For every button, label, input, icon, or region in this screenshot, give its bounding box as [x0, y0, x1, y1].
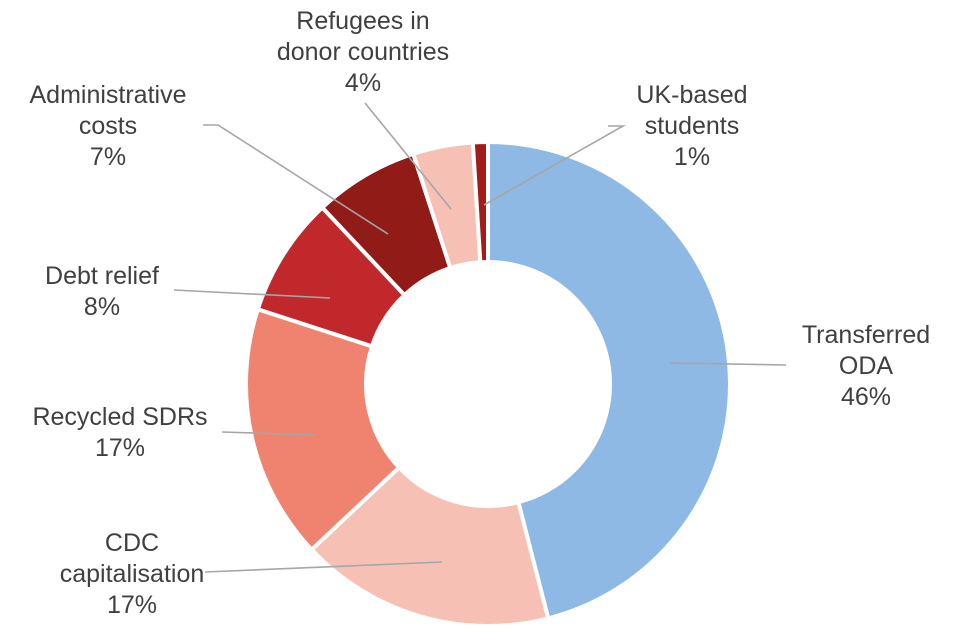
labels-group: Transferred ODA 46%CDC capitalisation 17%Rec… [30, 7, 931, 619]
slice-value-4: 7% [90, 143, 126, 171]
slice-6 [470, 139, 490, 265]
leader-line-3 [173, 289, 331, 299]
slice-name-line-3-0: Debt relief [45, 262, 159, 290]
slice-label-6: UK-based students 1% [636, 81, 747, 171]
slice-name-line-2-0: Recycled SDRs [32, 403, 207, 431]
slice-name-line-4-1: costs [79, 112, 137, 140]
slice-label-0: Transferred ODA 46% [802, 321, 930, 411]
slice-label-1: CDC capitalisation 17% [60, 529, 205, 619]
slice-name-line-6-0: UK-based [636, 81, 747, 109]
leader-line-5 [364, 102, 452, 210]
slice-label-5: Refugees in donor countries 4% [277, 7, 449, 97]
slice-name-line-5-0: Refugees in [296, 7, 429, 35]
slice-0 [486, 139, 732, 621]
slices-group [244, 139, 732, 628]
leader-line-2 [221, 431, 316, 436]
slice-name-line-1-1: capitalisation [60, 560, 205, 588]
slice-value-2: 17% [95, 434, 145, 462]
slice-value-6: 1% [674, 143, 710, 171]
leader-line-1 [204, 561, 443, 573]
slice-name-line-4-0: Administrative [30, 81, 187, 109]
leader-line-6 [483, 125, 627, 206]
slice-value-0: 46% [841, 383, 891, 411]
slice-name-line-0-1: ODA [839, 352, 894, 380]
slice-name-line-6-1: students [645, 112, 740, 140]
slice-value-1: 17% [107, 591, 157, 619]
slice-value-3: 8% [84, 293, 120, 321]
leader-line-0 [669, 362, 787, 366]
slice-label-3: Debt relief 8% [45, 262, 159, 321]
slice-label-2: Recycled SDRs 17% [32, 403, 207, 462]
slice-name-line-5-1: donor countries [277, 38, 449, 66]
slice-name-line-1-0: CDC [105, 529, 159, 557]
leader-lines-group [173, 102, 787, 573]
slice-2 [244, 306, 402, 553]
slice-label-4: Administrative costs 7% [30, 81, 187, 171]
slice-1 [308, 464, 551, 628]
leader-line-4 [203, 124, 389, 235]
slice-name-line-0-0: Transferred [802, 321, 930, 349]
slice-value-5: 4% [345, 69, 381, 97]
